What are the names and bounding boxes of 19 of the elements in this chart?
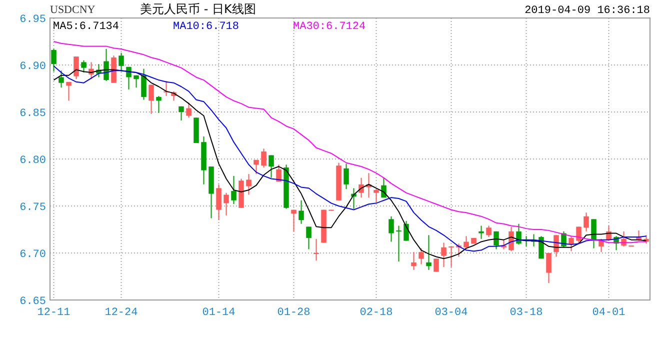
y-tick-label: 6.80 — [20, 155, 46, 167]
y-tick-label: 6.75 — [20, 202, 46, 214]
y-tick-label: 6.85 — [20, 108, 46, 120]
legend: MA5:6.7134 MA10:6.718 MA30:6.7124 — [53, 21, 366, 33]
x-tick-label: 12-24 — [104, 307, 138, 319]
x-tick-label: 04-01 — [592, 307, 626, 319]
x-tick-label: 01-14 — [202, 307, 236, 319]
y-tick-label: 6.95 — [20, 14, 46, 26]
x-tick-label: 03-04 — [434, 307, 468, 319]
x-tick-label: 03-18 — [510, 307, 543, 319]
y-tick-label: 6.65 — [20, 296, 46, 308]
y-tick-label: 6.90 — [20, 61, 46, 73]
y-tick-label: 6.70 — [20, 249, 46, 261]
chart-title: 美元人民币 - 日K线图 — [140, 2, 256, 16]
x-tick-label: 01-28 — [277, 307, 310, 319]
text: USDCNY — [50, 4, 96, 16]
x-tick-label: 12-11 — [37, 307, 71, 319]
text: 2019-04-09 16:36:18 — [524, 5, 650, 17]
x-tick-label: 02-18 — [360, 307, 393, 319]
